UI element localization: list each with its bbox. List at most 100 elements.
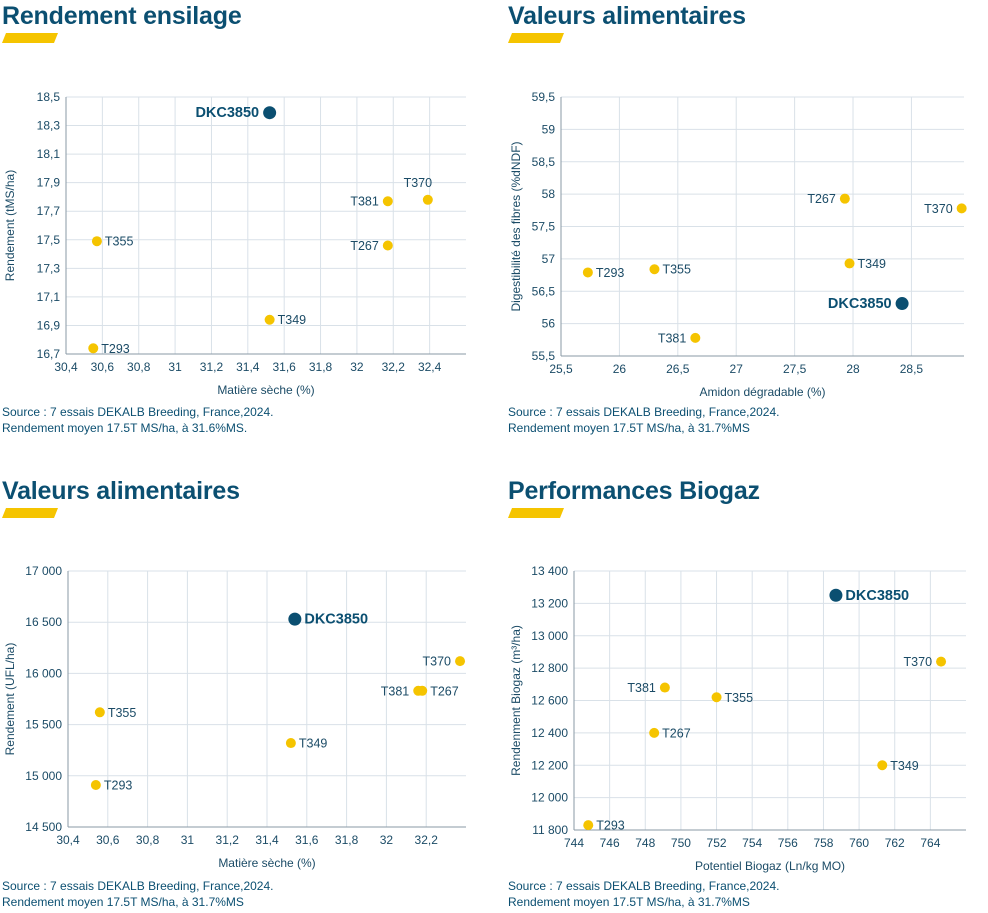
- y-tick-label: 16 000: [25, 666, 62, 680]
- data-label-t370: T370: [904, 655, 933, 669]
- data-point-t293: [88, 343, 99, 354]
- x-tick-label: 31,6: [295, 833, 319, 847]
- data-label-t267: T267: [662, 726, 691, 740]
- x-tick-label: 32: [380, 833, 394, 847]
- data-point-t349: [264, 314, 275, 325]
- chart-title: Performances Biogaz: [508, 477, 760, 505]
- x-tick-label: 750: [671, 836, 691, 850]
- y-tick-label: 18,5: [37, 90, 61, 104]
- data-point-dkc3850: [829, 588, 843, 602]
- data-point-dkc3850: [288, 612, 302, 626]
- source-note: Source : 7 essais DEKALB Breeding, Franc…: [508, 404, 779, 436]
- scatter-chart-valeurs-alimentaires-dndf: 25,5 26 26,5 27 27,5 28 28,5 55,5 56 56,5 57 57,5 58…: [509, 90, 967, 399]
- y-tick-label: 12 200: [531, 758, 568, 772]
- data-point-t267: [417, 685, 428, 696]
- y-axis-title: Digestibilité des fibres (%dNDF): [509, 141, 523, 311]
- x-tick-label: 28,5: [900, 362, 924, 376]
- y-tick-label: 17,1: [37, 290, 61, 304]
- scatter-chart-performances-biogaz: 744 746 748 750 752 754 756 758 760 762 764 11 800 1…: [509, 564, 966, 873]
- title-underline-bar: [508, 508, 564, 518]
- data-point-t349: [844, 258, 855, 269]
- data-label-dkc3850: DKC3850: [195, 105, 259, 121]
- data-label-t349: T349: [890, 759, 919, 773]
- x-tick-label: 760: [849, 836, 869, 850]
- data-label-dkc3850: DKC3850: [304, 612, 368, 628]
- data-point-t370: [422, 194, 433, 205]
- plot-area: 30,4 30,6 30,8 31 31,2 31,4 31,6 31,8 32 32,2 14 5…: [3, 564, 466, 870]
- y-tick-label: 13 200: [531, 596, 568, 610]
- chart-title: Valeurs alimentaires: [508, 2, 746, 30]
- x-tick-label: 31: [181, 833, 195, 847]
- data-label-t355: T355: [108, 706, 137, 720]
- x-tick-label: 28: [846, 362, 860, 376]
- y-axis-title: Rendement (UFL/ha): [3, 643, 17, 756]
- x-tick-label: 32,4: [418, 360, 442, 374]
- data-label-dkc3850: DKC3850: [845, 588, 909, 604]
- y-tick-label: 12 400: [531, 726, 568, 740]
- y-tick-label: 13 000: [531, 629, 568, 643]
- x-tick-label: 30,6: [96, 833, 120, 847]
- x-tick-label: 764: [920, 836, 940, 850]
- data-point-t349: [285, 738, 296, 749]
- plot-area: 30,4 30,6 30,8 31 31,2 31,4 31,6 31,8 32 32,2 32,4…: [3, 90, 466, 397]
- x-tick-label: 754: [742, 836, 762, 850]
- x-tick-label: 31,4: [236, 360, 260, 374]
- x-tick-label: 30,4: [54, 360, 78, 374]
- x-tick-label: 31,4: [255, 833, 279, 847]
- y-tick-label: 58: [542, 187, 556, 201]
- x-tick-label: 30,4: [56, 833, 80, 847]
- y-tick-label: 56,5: [532, 284, 556, 298]
- x-tick-label: 756: [778, 836, 798, 850]
- y-tick-label: 59,5: [532, 90, 556, 104]
- y-tick-label: 58,5: [532, 155, 556, 169]
- x-tick-label: 31,8: [335, 833, 359, 847]
- chart-title: Valeurs alimentaires: [2, 477, 240, 505]
- data-label-t349: T349: [858, 257, 887, 271]
- x-tick-label: 30,8: [136, 833, 160, 847]
- data-label-t370: T370: [404, 176, 433, 190]
- y-axis-title: Rendenment Biogaz (m³/ha): [509, 625, 523, 776]
- data-point-t355: [94, 707, 105, 718]
- x-tick-label: 32,2: [382, 360, 406, 374]
- source-note: Source : 7 essais DEKALB Breeding, Franc…: [2, 878, 273, 910]
- x-tick-label: 744: [564, 836, 584, 850]
- y-tick-label: 57: [542, 252, 556, 266]
- data-label-t267: T267: [430, 684, 459, 698]
- x-tick-label: 26,5: [666, 362, 690, 376]
- scatter-chart-valeurs-alimentaires-ufl: 30,4 30,6 30,8 31 31,2 31,4 31,6 31,8 32 32,2 14 5…: [3, 564, 466, 870]
- x-tick-label: 758: [813, 836, 833, 850]
- y-axis-title: Rendement (tMS/ha): [3, 170, 17, 281]
- data-point-t267: [382, 240, 393, 251]
- y-tick-label: 17,3: [37, 261, 61, 275]
- x-tick-label: 30,6: [91, 360, 115, 374]
- data-point-t370: [956, 203, 967, 214]
- x-tick-label: 748: [635, 836, 655, 850]
- y-tick-label: 16,7: [37, 347, 61, 361]
- y-tick-label: 17 000: [25, 564, 62, 578]
- x-tick-label: 30,8: [127, 360, 151, 374]
- plot-area: 25,5 26 26,5 27 27,5 28 28,5 55,5 56 56,5 57 57,5 58…: [509, 90, 967, 399]
- x-tick-label: 31,8: [309, 360, 333, 374]
- data-point-t267: [839, 193, 850, 204]
- x-axis-title: Amidon dégradable (%): [699, 385, 825, 399]
- x-axis-title: Matière sèche (%): [217, 383, 314, 397]
- x-tick-label: 746: [600, 836, 620, 850]
- data-point-t355: [91, 236, 102, 247]
- data-label-t293: T293: [104, 779, 133, 793]
- source-line-2: Rendement moyen 17.5T MS/ha, à 31.7%MS: [2, 895, 244, 909]
- y-tick-label: 12 800: [531, 661, 568, 675]
- data-point-t349: [877, 760, 888, 771]
- y-tick-label: 11 800: [532, 823, 568, 837]
- data-label-t381: T381: [350, 195, 379, 209]
- data-point-t381: [690, 332, 701, 343]
- data-label-t370: T370: [423, 655, 452, 669]
- x-tick-label: 31,2: [216, 833, 240, 847]
- x-tick-label: 762: [885, 836, 905, 850]
- source-line-2: Rendement moyen 17.5T MS/ha, à 31.7%MS: [508, 421, 750, 435]
- y-tick-label: 16,9: [37, 318, 61, 332]
- source-line-1: Source : 7 essais DEKALB Breeding, Franc…: [2, 405, 274, 419]
- panel-performances-biogaz: Performances Biogaz 744 746 748 750 752 754 75…: [508, 475, 986, 913]
- y-tick-label: 59: [542, 122, 556, 136]
- data-point-dkc3850: [263, 106, 277, 120]
- y-tick-label: 12 600: [531, 694, 568, 708]
